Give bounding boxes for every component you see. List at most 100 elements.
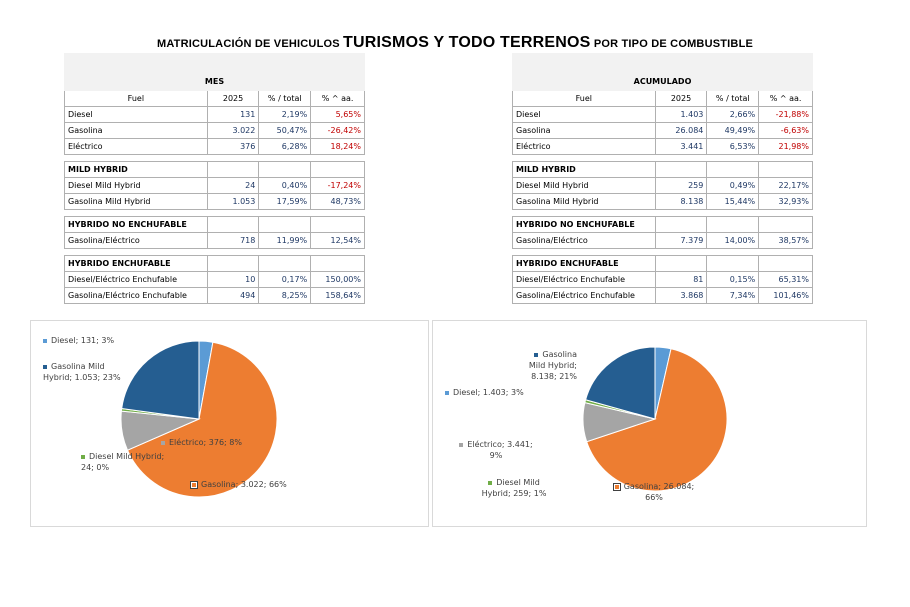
acumulado-title: ACUMULADO [512,53,813,91]
cell-value: 3.022 [206,122,260,139]
cell-value: 81 [654,271,708,288]
acumulado-hne-title: HYBRIDO NO ENCHUFABLE [512,216,656,233]
mes-mild-title: MILD HYBRID [64,161,208,178]
cell-value: 26.084 [654,122,708,139]
acumulado-rows: Diesel 1.403 2,66% -21,88% Gasolina 26.084 49,… [512,106,813,155]
cell-var: -21,88% [758,106,813,123]
cell-value: 1.403 [654,106,708,123]
cell-value: 131 [206,106,260,123]
cell-pct-total: 15,44% [706,193,760,210]
pie-slice-gasolina-mild-hybrid [585,346,656,420]
cell-pct-total: 0,15% [706,271,760,288]
data-label-diesel-mild: Diesel Mild Hybrid; 24; 0% [81,452,165,472]
cell-value: 376 [206,138,260,155]
acumulado-table: ACUMULADO Fuel 2025 % / total % ^ aa. Di… [512,53,813,304]
page-title: MATRICULACIÓN DE VEHICULOS TURISMOS Y TO… [0,34,910,52]
cell-value: 24 [206,177,260,194]
cell-fuel: Diesel Mild Hybrid [64,177,208,194]
cell-pct-total: 8,25% [258,287,312,304]
cell-fuel: Gasolina Mild Hybrid [64,193,208,210]
cell-fuel: Eléctrico [64,138,208,155]
cell-fuel: Diesel [64,106,208,123]
mes-title: MES [64,53,365,91]
cell-var: -26,42% [310,122,365,139]
pie-slice-gasolina-mild-hybrid [121,340,200,420]
data-label-gasolina: Gasolina; 26.084; 66% [609,481,699,503]
table-row: Diesel Mild Hybrid 259 0,49% 22,17% [512,177,813,194]
legend-swatch [445,390,449,395]
mes-hne-title: HYBRIDO NO ENCHUFABLE [64,216,208,233]
acumulado-he-rows: Diesel/Eléctrico Enchufable 81 0,15% 65,31%… [512,271,813,304]
cell-var: 101,46% [758,287,813,304]
cell-fuel: Diesel/Eléctrico Enchufable [512,271,656,288]
cell-fuel: Diesel/Eléctrico Enchufable [64,271,208,288]
data-label-electrico: Eléctrico; 376; 8% [161,437,242,448]
cell-fuel: Eléctrico [512,138,656,155]
col-var: % ^ aa. [310,90,365,107]
cell-pct-total: 17,59% [258,193,312,210]
cell-value: 10 [206,271,260,288]
cell-value: 3.868 [654,287,708,304]
legend-swatch [161,440,165,445]
table-row: Gasolina 26.084 49,49% -6,63% [512,122,813,139]
cell-pct-total: 7,34% [706,287,760,304]
cell-var: -17,24% [310,177,365,194]
legend-swatch [488,480,493,485]
cell-var: 12,54% [310,232,365,249]
pie-svg-mes [120,340,278,498]
pie-chart-acumulado: Gasolina Mild Hybrid; 8.138; 21% Diesel;… [432,320,867,527]
cell-fuel: Gasolina [64,122,208,139]
mes-hne-rows: Gasolina/Eléctrico 718 11,99% 12,54% [64,232,365,249]
acumulado-hne-rows: Gasolina/Eléctrico 7.379 14,00% 38,57% [512,232,813,249]
table-row: Diesel Mild Hybrid 24 0,40% -17,24% [64,177,365,194]
table-row: Gasolina/Eléctrico 7.379 14,00% 38,57% [512,232,813,249]
legend-swatch [459,442,464,447]
cell-fuel: Gasolina/Eléctrico [512,232,656,249]
table-row: Eléctrico 376 6,28% 18,24% [64,138,365,155]
table-row: Eléctrico 3.441 6,53% 21,98% [512,138,813,155]
cell-fuel: Gasolina/Eléctrico Enchufable [512,287,656,304]
cell-pct-total: 6,28% [258,138,312,155]
mes-he-rows: Diesel/Eléctrico Enchufable 10 0,17% 150,00… [64,271,365,304]
cell-pct-total: 0,49% [706,177,760,194]
legend-swatch [43,338,47,343]
data-label-diesel: Diesel; 131; 3% [43,335,114,346]
cell-value: 718 [206,232,260,249]
cell-pct-total: 49,49% [706,122,760,139]
cell-var: -6,63% [758,122,813,139]
data-label-gasolina-mild: Gasolina Mild Hybrid; 8.138; 21% [528,350,577,381]
cell-var: 65,31% [758,271,813,288]
col-var: % ^ aa. [758,90,813,107]
cell-value: 7.379 [654,232,708,249]
cell-var: 32,93% [758,193,813,210]
cell-var: 21,98% [758,138,813,155]
data-label-diesel-mild: Diesel Mild Hybrid; 259; 1% [481,478,547,498]
pie-slice-gasolina [126,341,278,498]
table-row: Gasolina/Eléctrico Enchufable 3.868 7,34% 1… [512,287,813,304]
data-label-diesel: Diesel; 1.403; 3% [445,387,524,398]
data-label-gasolina-mild: Gasolina Mild Hybrid; 1.053; 23% [43,362,121,382]
table-row: Diesel 131 2,19% 5,65% [64,106,365,123]
cell-var: 158,64% [310,287,365,304]
pie-chart-mes: Diesel; 131; 3% Gasolina Mild Hybrid; 1.… [30,320,429,527]
table-row: Gasolina/Eléctrico Enchufable 494 8,25% 158… [64,287,365,304]
mes-table: MES Fuel 2025 % / total % ^ aa. Diesel 13… [64,53,365,304]
cell-pct-total: 2,66% [706,106,760,123]
table-row: Gasolina Mild Hybrid 8.138 15,44% 32,93% [512,193,813,210]
acumulado-he-title: HYBRIDO ENCHUFABLE [512,255,656,272]
cell-fuel: Gasolina/Eléctrico [64,232,208,249]
cell-pct-total: 11,99% [258,232,312,249]
cell-var: 5,65% [310,106,365,123]
cell-fuel: Diesel Mild Hybrid [512,177,656,194]
legend-swatch [43,364,47,369]
col-year: 2025 [206,90,260,107]
cell-value: 494 [206,287,260,304]
cell-fuel: Gasolina/Eléctrico Enchufable [64,287,208,304]
cell-var: 22,17% [758,177,813,194]
legend-swatch [612,482,621,491]
col-pct-total: % / total [706,90,760,107]
col-fuel: Fuel [64,90,208,107]
title-suffix: POR TIPO DE COMBUSTIBLE [590,38,754,50]
title-main: TURISMOS Y TODO TERRENOS [343,34,591,51]
mes-he-title: HYBRIDO ENCHUFABLE [64,255,208,272]
